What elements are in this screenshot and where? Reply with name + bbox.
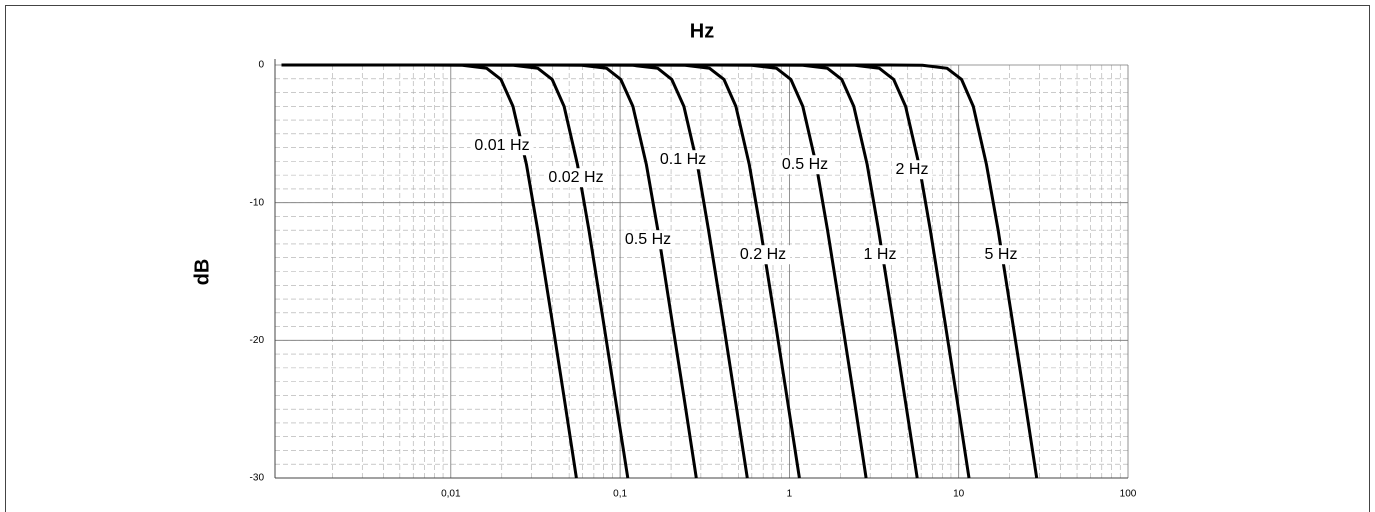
x-tick-label: 100	[1120, 489, 1137, 500]
curve-label-bg	[980, 245, 1022, 265]
curve-label-bg	[891, 160, 933, 180]
curve	[281, 63, 1039, 479]
curve-label: 5 Hz	[985, 246, 1018, 263]
curve-label-bg	[470, 136, 534, 156]
x-tick-label: 10	[953, 489, 965, 500]
y-tick-label: -30	[250, 473, 265, 484]
curve-label: 0.1 Hz	[660, 151, 706, 168]
curve-label: 1 Hz	[864, 246, 897, 263]
x-tick-label: 0,01	[441, 489, 461, 500]
y-axis-label: dB	[191, 259, 213, 286]
curve-label-bg	[620, 230, 676, 250]
frame	[5, 5, 1370, 512]
curve-label-bg	[859, 245, 901, 265]
curve-label-bg	[544, 168, 608, 188]
curve-label-bg	[735, 245, 791, 265]
curve-label-bg	[655, 150, 711, 170]
curve-label: 0.2 Hz	[740, 246, 786, 263]
curve-label: 0.5 Hz	[782, 156, 828, 173]
curve	[281, 63, 971, 479]
x-tick-label: 0,1	[613, 489, 627, 500]
y-tick-label: 0	[258, 60, 264, 71]
curve-label: 2 Hz	[896, 161, 929, 178]
y-tick-label: -20	[250, 335, 265, 346]
curve-label: 0.02 Hz	[548, 169, 603, 186]
chart-title: Hz	[690, 20, 714, 42]
y-tick-label: -10	[250, 197, 265, 208]
curve-label-bg	[777, 155, 833, 175]
x-tick-label: 1	[787, 489, 793, 500]
curve-label: 0.01 Hz	[474, 137, 529, 154]
curve-label: 0.5 Hz	[625, 231, 671, 248]
